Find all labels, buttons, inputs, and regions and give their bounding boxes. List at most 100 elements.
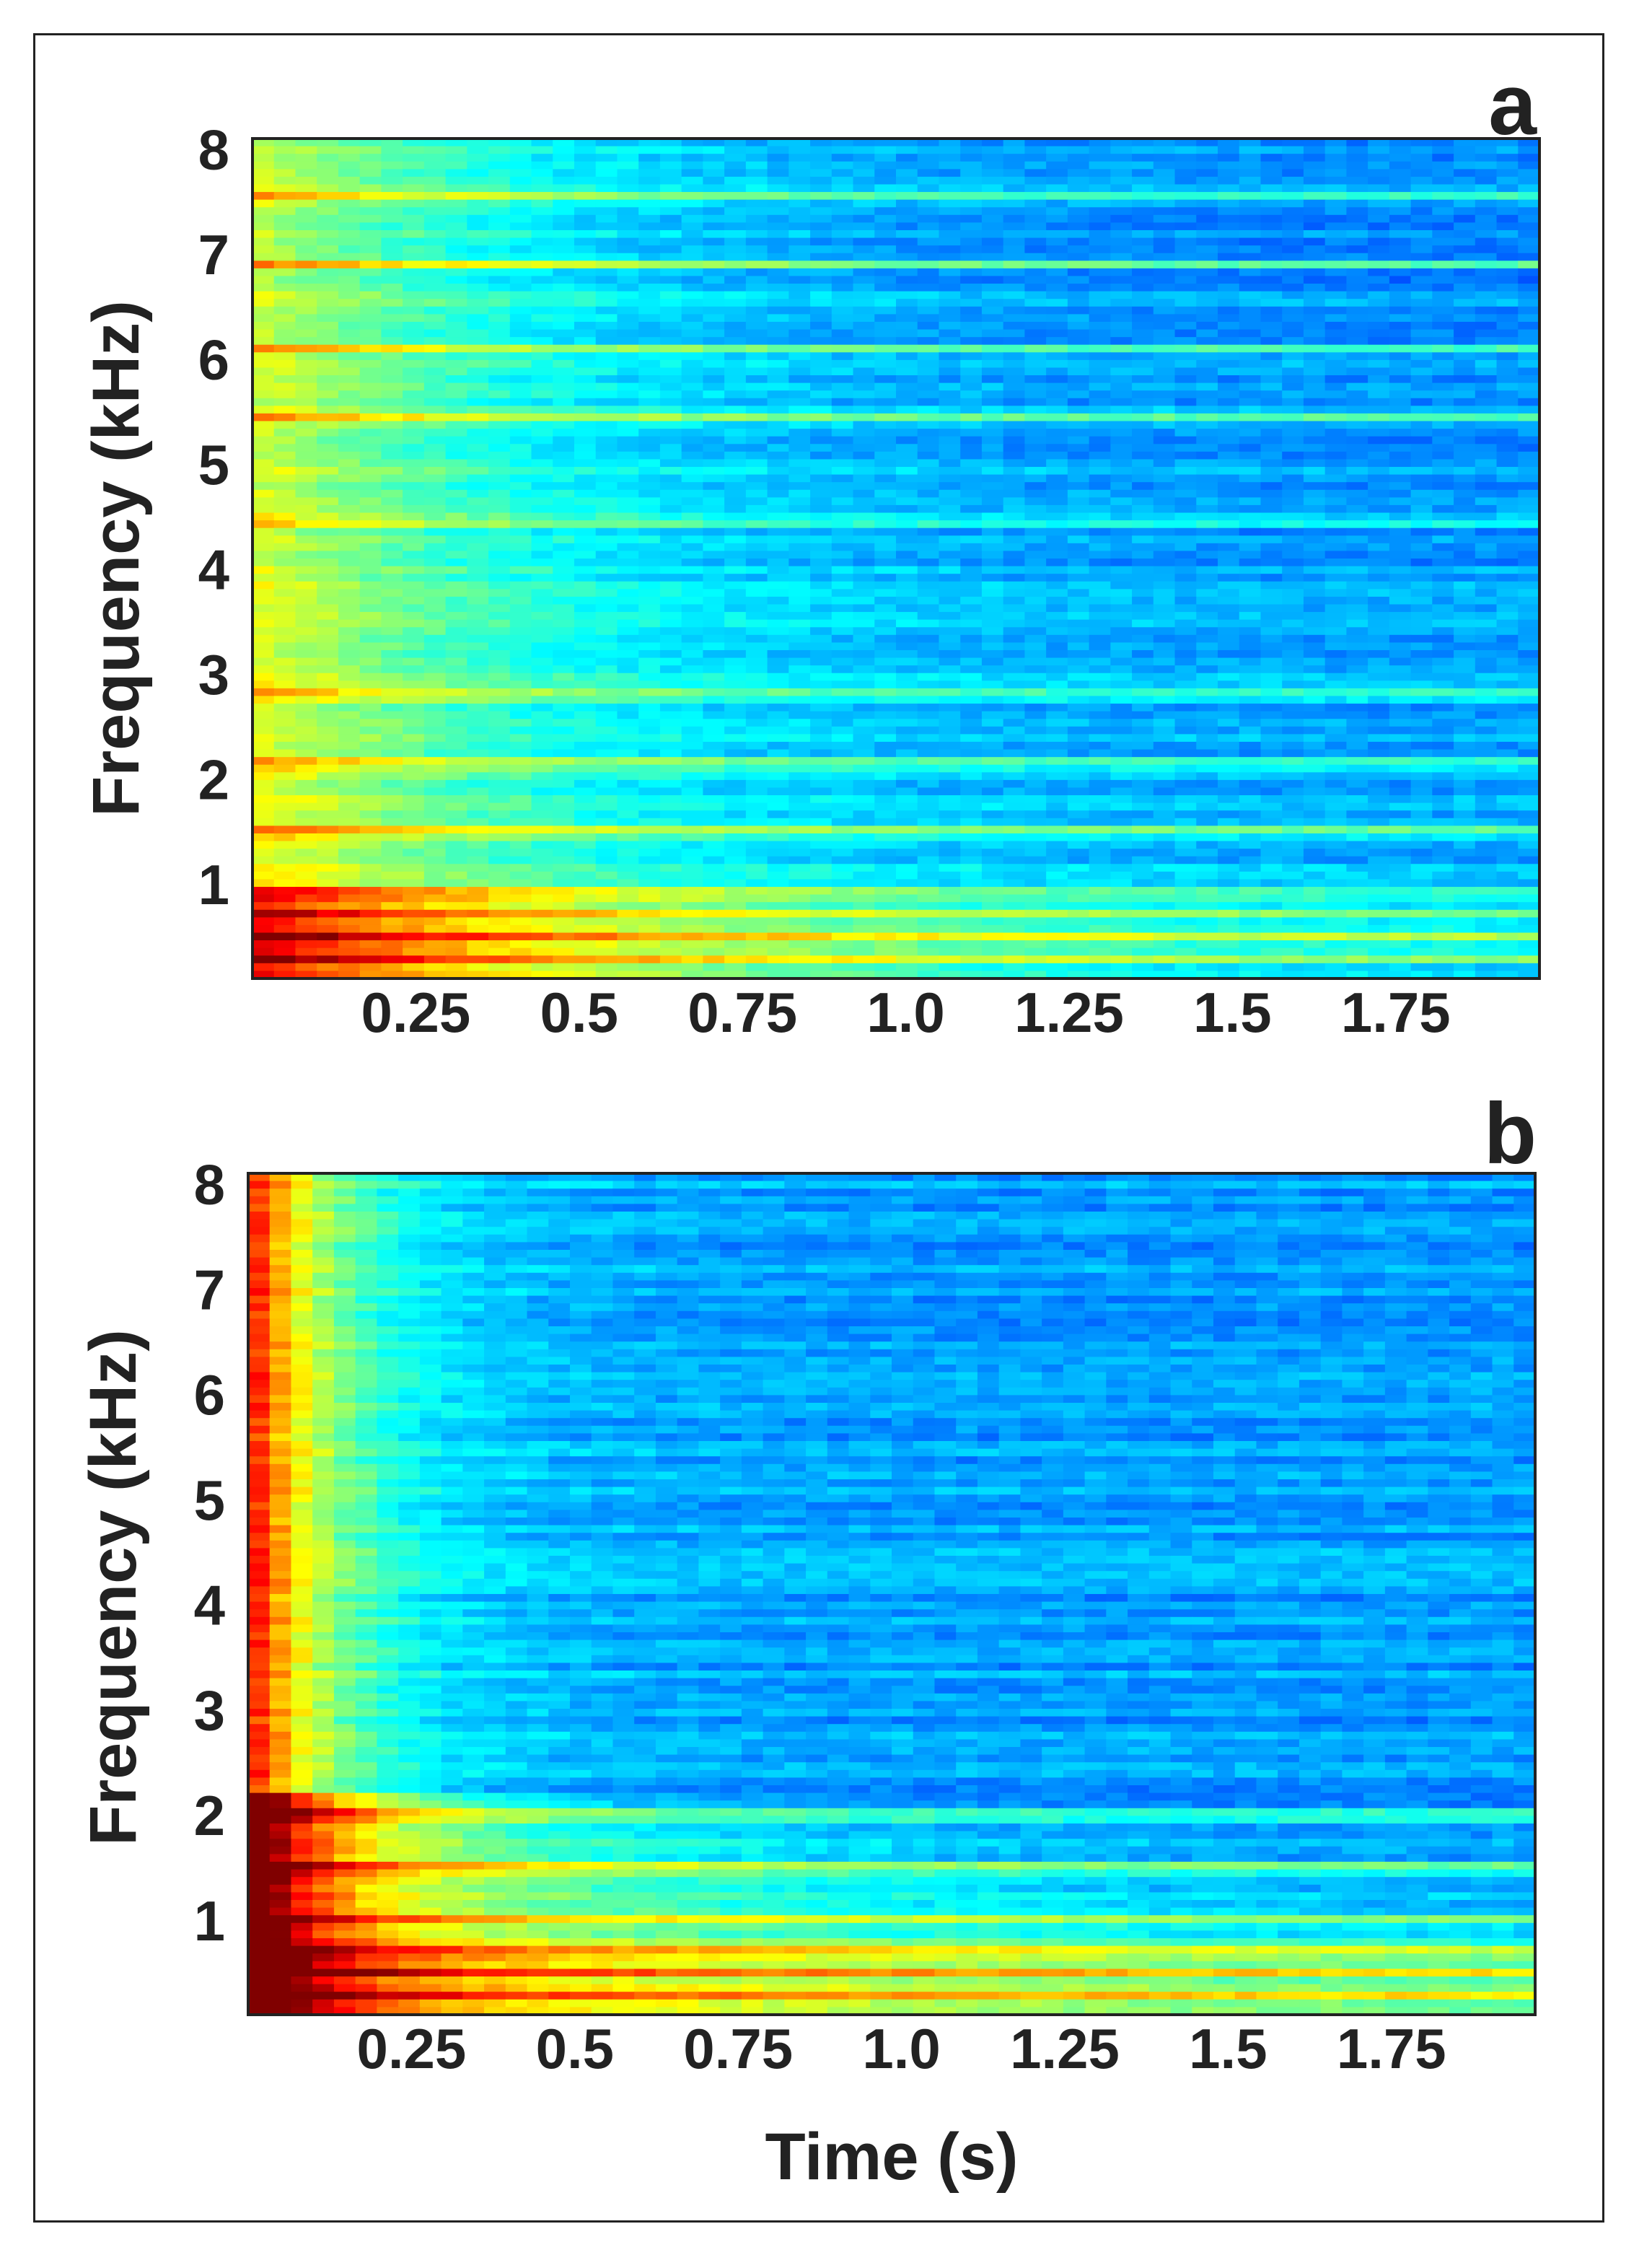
heatmap-cell bbox=[1282, 559, 1304, 567]
heatmap-cell bbox=[917, 222, 940, 231]
heatmap-cell bbox=[874, 543, 897, 552]
heatmap-cell bbox=[1003, 276, 1025, 284]
heatmap-cell bbox=[1368, 214, 1390, 223]
heatmap-cell bbox=[1454, 207, 1476, 216]
heatmap-cell bbox=[381, 245, 403, 254]
heatmap-cell bbox=[338, 169, 361, 178]
heatmap-cell bbox=[681, 741, 703, 750]
heatmap-cell bbox=[1346, 367, 1368, 376]
heatmap-cell bbox=[1132, 512, 1154, 521]
heatmap-cell bbox=[423, 284, 447, 292]
heatmap-cell bbox=[1132, 367, 1154, 376]
heatmap-cell bbox=[1089, 161, 1111, 170]
heatmap-cell bbox=[1282, 649, 1304, 659]
heatmap-cell bbox=[1475, 619, 1498, 628]
heatmap-cell bbox=[338, 176, 361, 185]
heatmap-cell bbox=[403, 436, 425, 445]
heatmap-cell bbox=[1132, 390, 1154, 399]
heatmap-cell bbox=[1346, 596, 1368, 605]
heatmap-cell bbox=[338, 497, 361, 506]
heatmap-cell bbox=[1475, 284, 1498, 292]
panel-label-a: a bbox=[1488, 56, 1537, 153]
heatmap-cell bbox=[1389, 474, 1412, 483]
heatmap-cell bbox=[703, 482, 725, 491]
heatmap-cell bbox=[338, 627, 361, 636]
heatmap-cell bbox=[595, 688, 618, 697]
heatmap-cell bbox=[553, 375, 575, 384]
heatmap-cell bbox=[574, 398, 597, 406]
heatmap-cell bbox=[1110, 688, 1133, 697]
heatmap-cell bbox=[553, 176, 575, 185]
heatmap-cell bbox=[1260, 627, 1283, 636]
heatmap-cell bbox=[659, 467, 682, 476]
heatmap-cell bbox=[338, 680, 361, 689]
heatmap-cell bbox=[467, 207, 489, 216]
heatmap-cell bbox=[1153, 375, 1176, 384]
heatmap-cell bbox=[1368, 649, 1390, 659]
heatmap-cell bbox=[810, 367, 832, 376]
heatmap-cell bbox=[1324, 222, 1347, 231]
heatmap-cell bbox=[403, 512, 425, 521]
heatmap-cell bbox=[1153, 612, 1176, 621]
heatmap-cell bbox=[1324, 207, 1347, 216]
heatmap-cell bbox=[531, 711, 553, 719]
heatmap-cell bbox=[488, 642, 511, 651]
heatmap-cell bbox=[531, 504, 553, 514]
heatmap-cell bbox=[423, 642, 447, 651]
heatmap-cell bbox=[724, 214, 747, 223]
heatmap-cell bbox=[1089, 749, 1111, 758]
heatmap-cell bbox=[338, 429, 361, 437]
heatmap-cell bbox=[403, 390, 425, 399]
heatmap-cell bbox=[788, 559, 811, 567]
heatmap-cell bbox=[423, 222, 447, 231]
heatmap-cell bbox=[659, 680, 682, 689]
heatmap-cell bbox=[574, 535, 597, 544]
heatmap-cell bbox=[874, 566, 897, 574]
heatmap-cell bbox=[960, 535, 983, 544]
heatmap-cell bbox=[1196, 559, 1218, 567]
heatmap-cell bbox=[488, 726, 511, 735]
heatmap-cell bbox=[810, 306, 832, 315]
heatmap-cell bbox=[896, 719, 918, 727]
heatmap-cell bbox=[1410, 229, 1433, 239]
heatmap-cell bbox=[423, 253, 447, 261]
heatmap-cell bbox=[788, 474, 811, 483]
heatmap-cell bbox=[853, 375, 875, 384]
heatmap-cell bbox=[295, 734, 317, 743]
heatmap-cell bbox=[724, 352, 747, 361]
heatmap-cell bbox=[874, 299, 897, 307]
heatmap-cell bbox=[1153, 741, 1176, 750]
heatmap-cell bbox=[1024, 704, 1047, 712]
heatmap-cell bbox=[295, 527, 317, 536]
heatmap-cell bbox=[810, 719, 832, 727]
heatmap-cell bbox=[509, 627, 532, 636]
heatmap-cell bbox=[1218, 543, 1240, 552]
heatmap-cell bbox=[1346, 764, 1368, 773]
heatmap-cell bbox=[1132, 696, 1154, 704]
heatmap-cell bbox=[1153, 482, 1176, 491]
heatmap-cell bbox=[767, 764, 789, 773]
heatmap-cell bbox=[1389, 619, 1412, 628]
heatmap-cell bbox=[574, 444, 597, 452]
heatmap-cell bbox=[1518, 642, 1540, 651]
heatmap-cell bbox=[531, 413, 553, 422]
heatmap-cell bbox=[745, 337, 768, 346]
heatmap-cell bbox=[252, 253, 275, 261]
heatmap-cell bbox=[531, 268, 553, 277]
heatmap-cell bbox=[745, 237, 768, 246]
heatmap-cell bbox=[1196, 382, 1218, 391]
heatmap-cell bbox=[595, 764, 618, 773]
heatmap-cell bbox=[1260, 192, 1283, 201]
heatmap-cell bbox=[638, 406, 661, 414]
heatmap-cell bbox=[1260, 719, 1283, 727]
heatmap-cell bbox=[1239, 284, 1262, 292]
heatmap-cell bbox=[467, 520, 489, 529]
heatmap-cell bbox=[574, 359, 597, 369]
heatmap-cell bbox=[509, 574, 532, 582]
heatmap-cell bbox=[1110, 337, 1133, 346]
heatmap-cell bbox=[896, 673, 918, 681]
heatmap-cell bbox=[1303, 375, 1326, 384]
heatmap-cell bbox=[252, 429, 275, 437]
heatmap-cell bbox=[1432, 146, 1454, 154]
heatmap-cell bbox=[1046, 146, 1068, 154]
